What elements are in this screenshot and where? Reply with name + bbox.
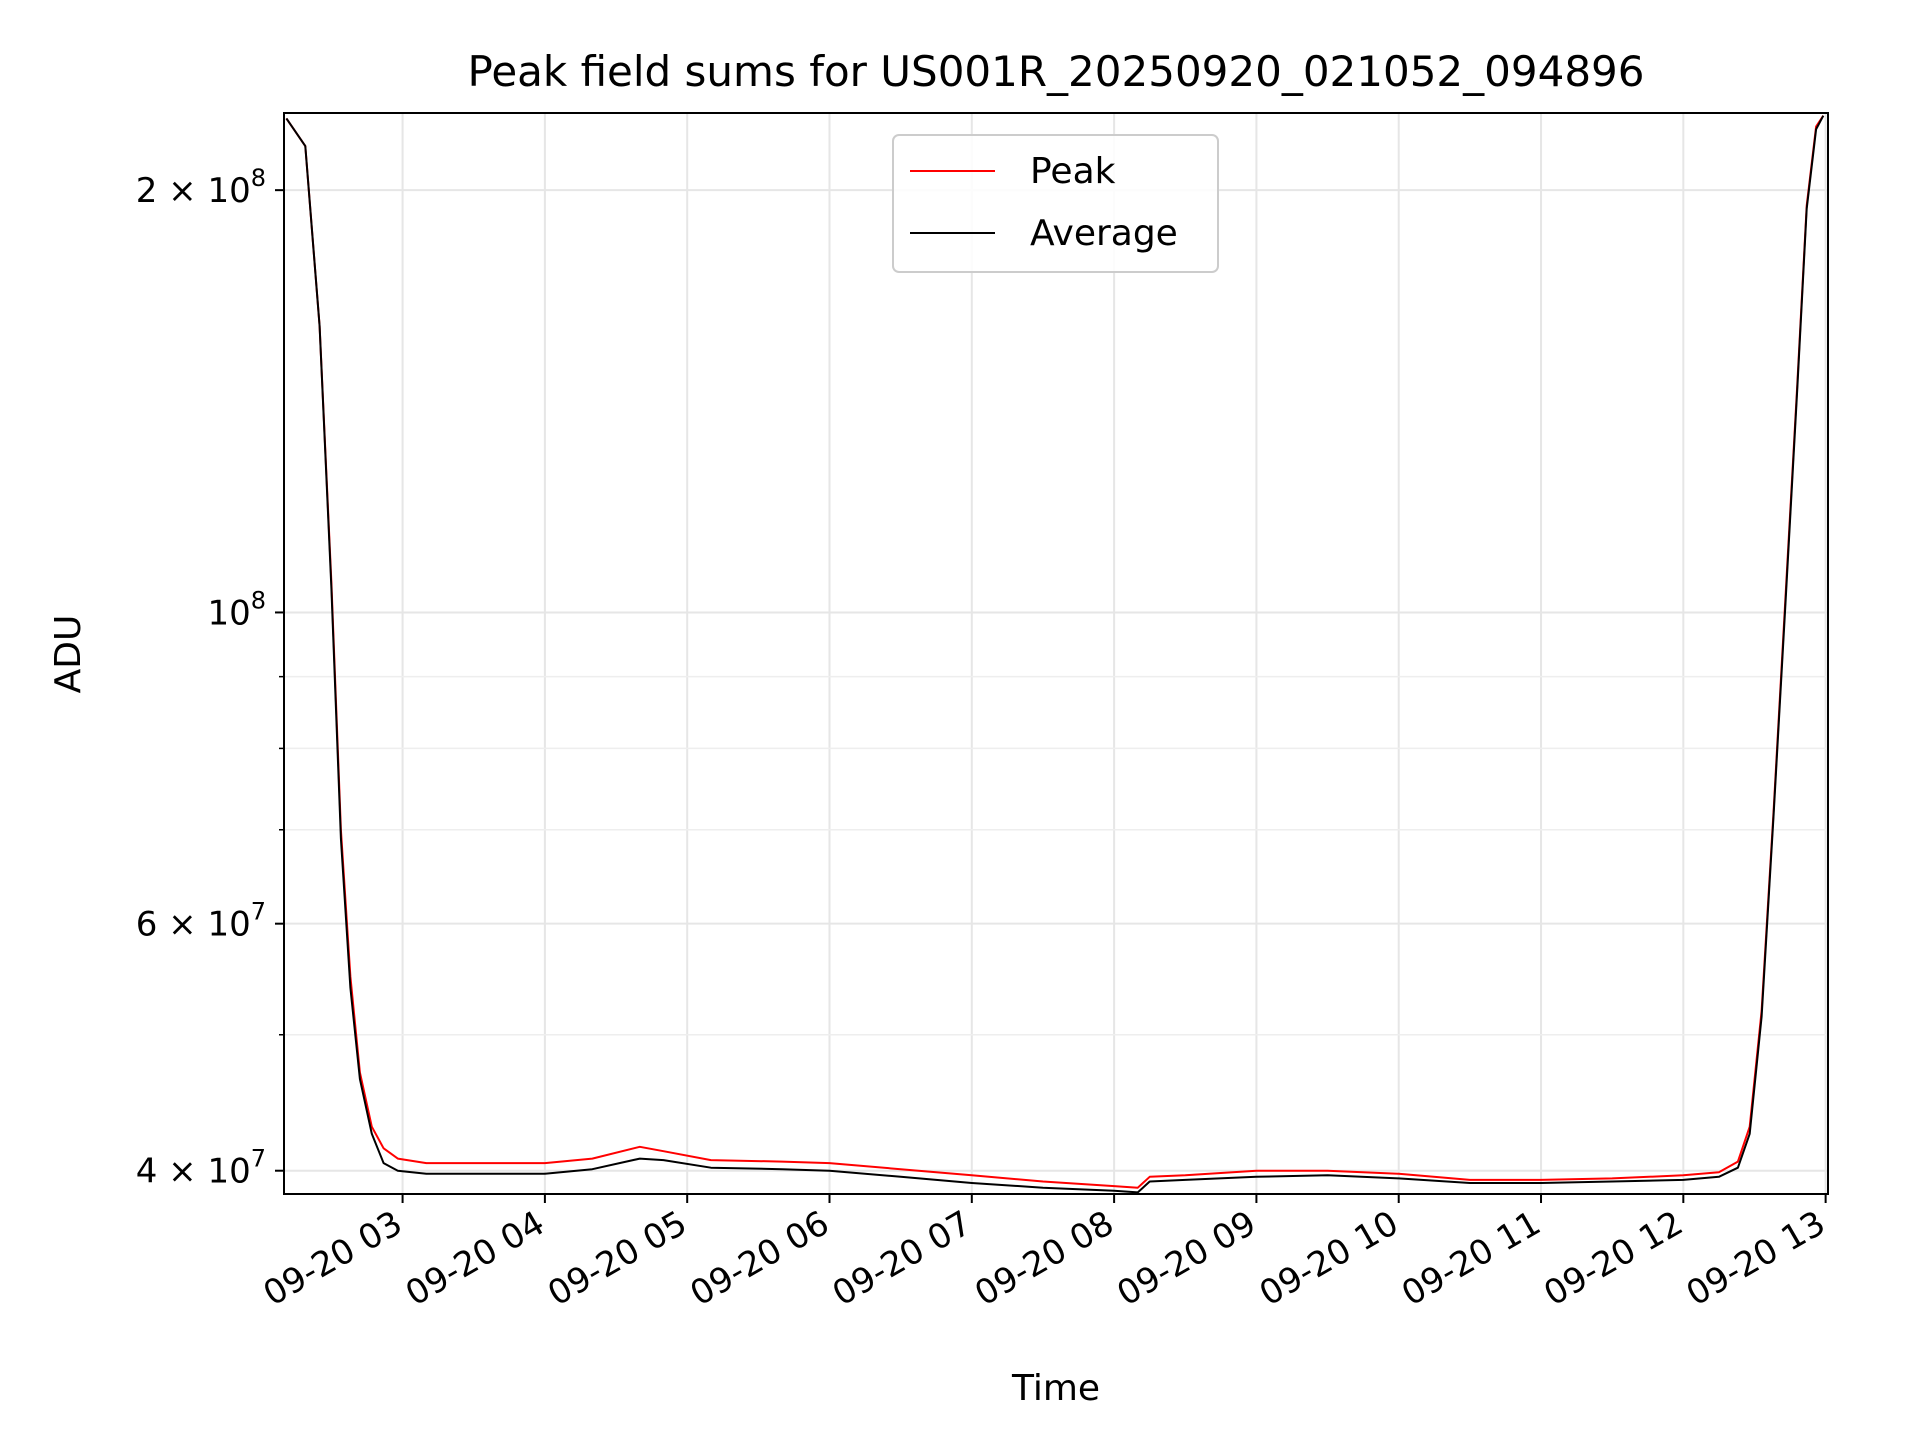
chart-title: Peak field sums for US001R_20250920_0210…	[468, 47, 1645, 96]
legend: Peak Average	[892, 134, 1219, 273]
y-tick-label: 4 × 107	[136, 1145, 266, 1192]
y-axis-label: ADU	[48, 615, 89, 694]
x-tick-label: 09-20 13	[1680, 1203, 1832, 1314]
plot-frame	[283, 112, 1829, 1195]
x-tick-label: 09-20 11	[1395, 1203, 1547, 1314]
x-tick-label: 09-20 03	[257, 1203, 409, 1314]
x-tick-label: 09-20 05	[541, 1203, 693, 1314]
y-axis: 4 × 107 6 × 107 108 2 × 108	[136, 164, 284, 1192]
x-tick-label: 09-20 12	[1537, 1203, 1689, 1314]
x-axis-label: Time	[1011, 1368, 1100, 1409]
grid-layer	[284, 113, 1828, 1194]
legend-peak-label: Peak	[1030, 151, 1116, 192]
x-tick-label: 09-20 08	[968, 1203, 1120, 1314]
x-tick-label: 09-20 04	[399, 1203, 551, 1314]
y-tick-label: 2 × 108	[136, 164, 266, 211]
series-line-peak	[285, 115, 1825, 1189]
legend-average-label: Average	[1030, 213, 1178, 254]
x-tick-label: 09-20 06	[684, 1203, 836, 1314]
y-tick-label: 108	[207, 586, 266, 633]
x-tick-label: 09-20 09	[1111, 1203, 1263, 1314]
series-line-average	[285, 115, 1825, 1194]
y-tick-label: 6 × 107	[136, 898, 266, 945]
series-layer	[285, 115, 1825, 1194]
x-tick-label: 09-20 10	[1253, 1203, 1405, 1314]
legend-box	[892, 134, 1219, 273]
x-tick-label: 09-20 07	[826, 1203, 978, 1314]
